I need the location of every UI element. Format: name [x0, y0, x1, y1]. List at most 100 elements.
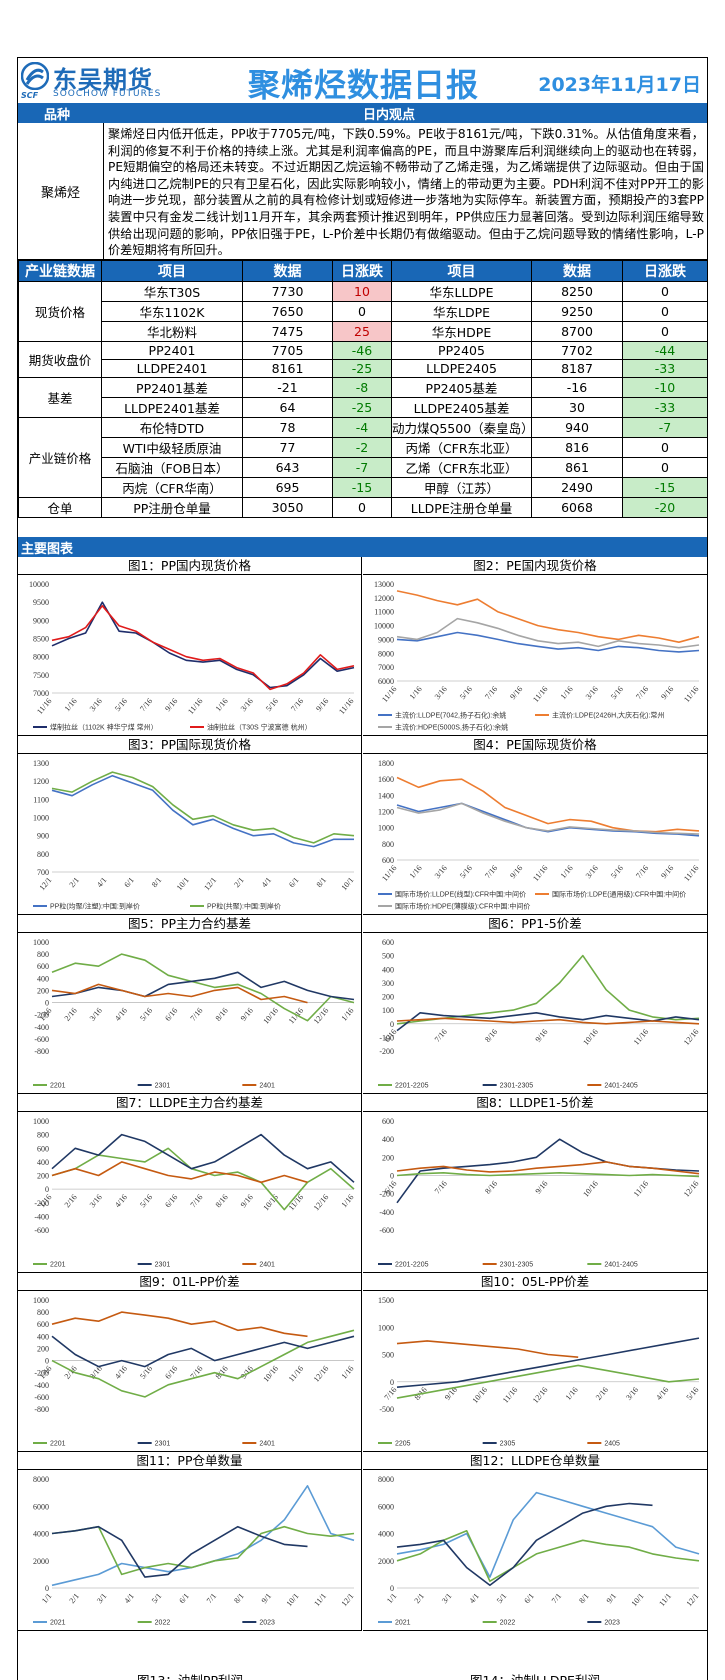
view-header-bar: 品种 日内观点 [18, 103, 707, 123]
x-tick-label: 11/16 [380, 864, 398, 884]
y-tick-label: 600 [37, 1144, 49, 1153]
legend-label: 主流价:LLDPE(7042,扬子石化):余姚 [395, 711, 506, 720]
legend-label: 2023 [259, 1620, 275, 1627]
line-chart: 7000 7500 8000 8500 9000 9500 10000 11/16 1/16 3/… [29, 580, 356, 732]
x-tick-label: 6/16 [163, 1006, 179, 1023]
legend-label: 2201 [50, 1262, 66, 1269]
y-tick-label: 8000 [33, 653, 49, 662]
table-row: 华北粉料 7475 25 华东HDPE 8700 0 [19, 321, 707, 342]
chart-panel: 图8：LLDPE1-5价差 -600 -400 -200 0 200 400 600 6/16 7… [363, 1094, 707, 1273]
x-tick-label: 12/16 [531, 1385, 550, 1405]
item-cell: PP2405 [391, 341, 532, 360]
group-label: 基差 [18, 377, 102, 418]
company-name-cn: 东吴期货 [53, 66, 153, 94]
item-cell: 布伦特DTD [101, 417, 243, 438]
x-tick-label: 7/16 [188, 1193, 204, 1210]
y-tick-label: 600 [37, 1320, 49, 1329]
x-tick-label: 5/1 [150, 1592, 163, 1606]
legend-label: PP粒(共聚):中国:到岸价 [207, 902, 281, 911]
line-chart: -200 -100 0 100 200 300 400 500 600 6/16 7/16 8/16 9… [378, 938, 701, 1090]
change-cell: 0 [332, 301, 392, 322]
legend-label: 2021 [395, 1620, 411, 1627]
legend-label: 2301 [155, 1083, 171, 1090]
x-tick-label: 8/16 [483, 1179, 499, 1196]
y-tick-label: 9500 [33, 598, 49, 607]
table-row: 现货价格 华东T30S 7730 10 华东LLDPE 8250 0 [18, 281, 707, 342]
chart-caption: 图3：PP国际现货价格 [18, 736, 361, 754]
x-tick-label: 9/16 [659, 864, 675, 881]
view-label: 聚烯烃 [18, 123, 104, 259]
y-tick-label: 600 [382, 856, 394, 865]
view-col1-header: 品种 [44, 108, 71, 123]
y-tick-label: 1000 [378, 1323, 394, 1332]
y-tick-label: 7000 [33, 689, 49, 698]
chart-caption: 图8：LLDPE1-5价差 [363, 1094, 707, 1112]
y-tick-label: 400 [382, 1135, 394, 1144]
item-cell: 华东LDPE [391, 301, 532, 322]
item-cell: 丙烯（CFR东北亚） [391, 437, 532, 458]
y-tick-label: 9000 [33, 616, 49, 625]
change-cell: 0 [622, 301, 707, 322]
y-tick-label: 2000 [33, 1557, 49, 1566]
value-cell: -21 [242, 377, 333, 398]
y-tick-label: -100 [379, 1033, 394, 1042]
y-tick-label: -400 [34, 1023, 49, 1032]
x-tick-label: 2/16 [594, 1385, 610, 1402]
y-tick-label: 400 [37, 974, 49, 983]
value-cell: 7705 [242, 341, 333, 360]
charts-section-title: 主要图表 [21, 542, 74, 557]
x-tick-label: 6/16 [382, 1027, 398, 1044]
view-col2-header: 日内观点 [363, 108, 416, 123]
table-row: 期货收盘价 PP2401 7705 -46 PP2405 7702 -44 [18, 341, 707, 378]
value-cell: 8250 [531, 281, 623, 302]
x-tick-label: 7/16 [634, 864, 650, 881]
y-tick-label: 1000 [33, 938, 49, 947]
report-title: 聚烯烃数据日报 [248, 66, 480, 104]
table-header-cell: 数据 [242, 260, 333, 282]
x-tick-label: 11/16 [380, 685, 398, 705]
x-tick-label: 9/16 [508, 864, 524, 881]
y-tick-label: 1300 [33, 759, 49, 768]
value-cell: 6068 [531, 497, 623, 518]
legend-label: 2201-2205 [395, 1262, 429, 1269]
value-cell: 78 [242, 417, 333, 438]
y-tick-label: 1800 [378, 759, 394, 768]
x-tick-label: 7/16 [483, 685, 499, 702]
x-tick-label: 11/16 [501, 1385, 519, 1405]
value-cell: 9250 [531, 301, 623, 322]
legend-label: 2401 [259, 1262, 275, 1269]
x-tick-label: 5/16 [138, 1006, 154, 1023]
y-tick-label: 200 [37, 986, 49, 995]
table-row: 产业链价格 布伦特DTD 78 -4 动力煤Q5500（秦皇岛） 940 -7 [18, 417, 707, 498]
y-tick-label: 0 [390, 1172, 394, 1181]
line-chart: 6000 7000 8000 9000 10000 11000 12000 13000 11/1… [374, 580, 701, 732]
x-tick-label: 10/1 [285, 1592, 301, 1609]
item-cell: 华东HDPE [391, 321, 532, 342]
item-cell: 石脑油（FOB日本） [101, 457, 243, 478]
value-cell: 8187 [531, 359, 623, 378]
change-cell: -33 [622, 359, 707, 378]
x-tick-label: 2/1 [68, 876, 81, 890]
x-tick-label: 5/16 [609, 864, 625, 881]
x-tick-label: 9/1 [605, 1592, 618, 1606]
table-header-cell: 日涨跌 [332, 260, 392, 282]
y-tick-label: 13000 [374, 580, 394, 589]
y-tick-label: 1100 [33, 795, 49, 804]
y-tick-label: 0 [390, 1020, 394, 1029]
chart-caption: 图2：PE国内现货价格 [363, 557, 707, 575]
x-tick-label: 2/16 [63, 1193, 79, 1210]
group-label: 期货收盘价 [18, 341, 102, 378]
x-tick-label: 9/16 [239, 1193, 255, 1210]
x-tick-label: 3/16 [433, 864, 449, 881]
legend-label: 油制拉丝（T30S 宁波富德 杭州） [207, 723, 312, 732]
x-tick-label: 7/1 [205, 1592, 218, 1606]
x-tick-label: 7/16 [483, 864, 499, 881]
y-tick-label: 10000 [374, 622, 394, 631]
value-cell: 64 [242, 397, 333, 418]
value-cell: 3050 [242, 497, 333, 518]
x-tick-label: 2/1 [232, 876, 245, 890]
item-cell: PP2401 [101, 341, 243, 360]
x-tick-label: 3/1 [440, 1592, 453, 1606]
